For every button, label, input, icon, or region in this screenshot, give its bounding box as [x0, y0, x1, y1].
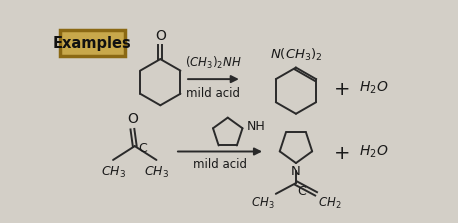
Text: $H_2O$: $H_2O$ — [359, 79, 388, 96]
Text: +: + — [334, 144, 351, 163]
Text: NH: NH — [246, 120, 265, 133]
Text: O: O — [155, 29, 166, 43]
FancyBboxPatch shape — [60, 30, 125, 56]
Text: $(CH_3)_2NH$: $(CH_3)_2NH$ — [185, 55, 241, 71]
Text: Examples: Examples — [53, 36, 131, 51]
Text: C: C — [298, 185, 306, 198]
Text: $CH_2$: $CH_2$ — [318, 196, 341, 211]
Text: $CH_3$: $CH_3$ — [251, 196, 274, 211]
Text: O: O — [127, 112, 138, 126]
Text: N: N — [291, 165, 301, 178]
Text: $CH_3$: $CH_3$ — [101, 165, 125, 180]
Text: C: C — [138, 142, 147, 155]
Text: $CH_3$: $CH_3$ — [144, 165, 169, 180]
Text: mild acid: mild acid — [193, 158, 247, 171]
Text: $N(CH_3)_2$: $N(CH_3)_2$ — [270, 47, 322, 63]
Text: mild acid: mild acid — [186, 87, 240, 100]
Text: +: + — [334, 81, 351, 99]
Text: $H_2O$: $H_2O$ — [359, 143, 388, 160]
